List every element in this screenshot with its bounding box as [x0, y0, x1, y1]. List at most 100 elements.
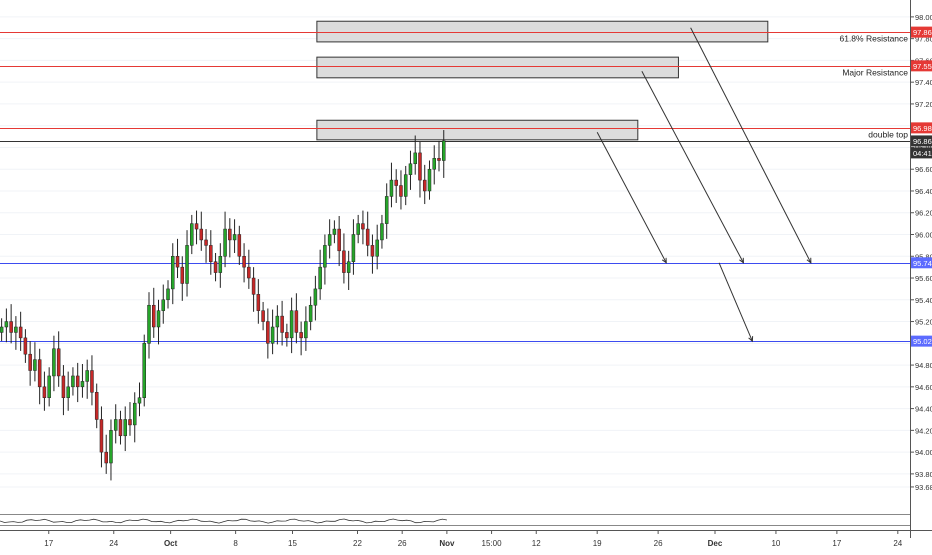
candle-body: [104, 451, 108, 464]
candle-body: [422, 179, 427, 192]
candle-body: [190, 223, 194, 246]
candle-body: [204, 239, 208, 246]
price-label-text: 96.86: [913, 137, 932, 146]
indicator-line: [0, 518, 447, 524]
candlestick-series: [0, 130, 446, 481]
y-tick-label: 94.80: [915, 361, 932, 370]
price-label-box: [911, 60, 932, 72]
candle-body: [85, 370, 89, 382]
x-tick-label: 10: [771, 539, 780, 548]
candle-body: [370, 245, 375, 257]
candle-body: [175, 256, 180, 268]
candle-body: [37, 359, 42, 388]
candle-body: [408, 163, 413, 175]
candle-body: [318, 266, 322, 290]
candle-body: [441, 140, 446, 161]
resistance-zone[interactable]: [316, 56, 679, 79]
candle-body: [47, 375, 51, 398]
y-tick-label: 96.60: [915, 165, 932, 174]
candle-body: [313, 288, 318, 306]
candle-body: [399, 185, 403, 197]
candle-body: [161, 299, 166, 311]
level-label: 61.8% Resistance: [839, 34, 908, 44]
candle-body: [280, 315, 284, 333]
candle-body: [323, 245, 327, 268]
y-tick-label: 96.00: [915, 231, 932, 240]
candle-body: [242, 256, 246, 268]
y-tick-label: 98.00: [915, 13, 932, 22]
y-tick-label: 95.40: [915, 296, 932, 305]
y-tick-label: 97.40: [915, 78, 932, 87]
y-axis[interactable]: 98.0097.8097.6097.4097.2097.0096.8096.60…: [910, 13, 932, 492]
y-tick-label: 95.80: [915, 252, 932, 261]
x-tick-label: 17: [44, 539, 53, 548]
resistance-zone[interactable]: [316, 119, 639, 141]
y-tick-label: 96.20: [915, 209, 932, 218]
candle-body: [228, 228, 232, 241]
x-axis[interactable]: 17 24 Oct 8 15 22 26 Nov 15:00 12 19 26 Dec 10 17 24: [44, 530, 903, 548]
projection-arrow[interactable]: [718, 262, 753, 342]
price-label-box: [911, 335, 932, 347]
candle-body: [213, 261, 218, 273]
candle-body: [351, 234, 356, 262]
arrow-head: [739, 257, 744, 264]
candle-body: [52, 348, 56, 377]
candle-body: [332, 228, 337, 235]
candle-body: [185, 245, 189, 284]
candle-body: [232, 234, 237, 241]
y-tick-label: 94.20: [915, 426, 932, 435]
projection-arrow[interactable]: [641, 71, 744, 264]
candle-body: [56, 348, 61, 377]
candle-body: [256, 294, 261, 311]
candle-body: [380, 223, 384, 241]
indicator-pane: [0, 514, 910, 526]
candle-body: [147, 304, 151, 344]
y-tick-label: 93.80: [915, 470, 932, 479]
candle-body: [23, 337, 28, 355]
resistance-zone[interactable]: [316, 20, 769, 43]
candle-body: [413, 152, 417, 165]
projection-arrow[interactable]: [690, 27, 812, 264]
y-tick-label: 95.60: [915, 274, 932, 283]
candle-body: [356, 223, 360, 235]
price-label-text: 04:41:5: [913, 149, 932, 158]
level-label: Major Resistance: [842, 68, 908, 78]
candle-body: [209, 245, 213, 262]
candle-body: [123, 419, 127, 437]
price-label-box: [911, 147, 932, 159]
y-tick-label: 93.68: [915, 483, 932, 492]
y-tick-label: 95.20: [915, 318, 932, 327]
candle-body: [275, 315, 280, 328]
projection-arrows[interactable]: [596, 27, 812, 343]
horizontal-levels[interactable]: 61.8% Resistance Major Resistance double t…: [0, 32, 910, 342]
candle-body: [199, 228, 204, 241]
candle-body: [361, 223, 365, 230]
candle-body: [261, 310, 265, 322]
candle-body: [384, 196, 389, 224]
candle-body: [4, 321, 9, 328]
arrow-head: [661, 257, 667, 264]
resistance-zones[interactable]: [316, 20, 769, 141]
candle-body: [218, 256, 223, 273]
plot-background: [0, 0, 910, 530]
candle-body: [437, 158, 441, 161]
projection-arrow[interactable]: [596, 131, 667, 264]
candle-body: [418, 152, 422, 181]
candle-body: [251, 277, 256, 295]
arrow-head: [748, 336, 754, 343]
candle-body: [194, 223, 199, 230]
candle-body: [118, 419, 123, 437]
candle-body: [337, 228, 341, 252]
price-label-text: 95.02: [913, 337, 932, 346]
x-tick-label: 8: [233, 539, 238, 548]
candle-body: [266, 321, 270, 344]
price-label-text: 97.55: [913, 62, 932, 71]
candle-body: [61, 375, 66, 398]
candle-body: [285, 332, 289, 339]
candle-body: [109, 430, 113, 464]
candle-body: [223, 228, 227, 257]
price-label-text: 96.98: [913, 124, 932, 133]
candle-body: [0, 326, 4, 333]
